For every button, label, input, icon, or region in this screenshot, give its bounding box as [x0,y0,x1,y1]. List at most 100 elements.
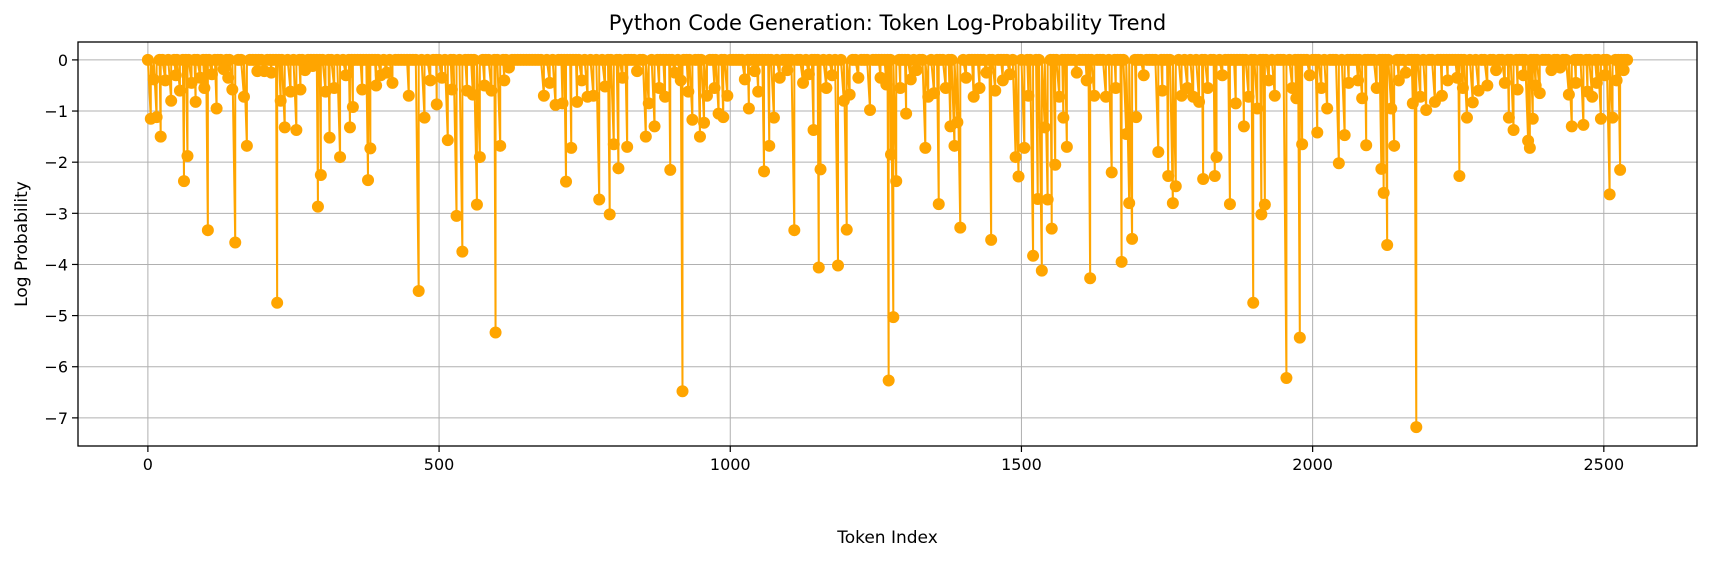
data-point [1586,90,1599,103]
data-point [603,208,616,221]
data-point [1565,120,1578,133]
data-point [1162,169,1175,182]
axis-ticks: 0 500 1000 1500 2000 2500 0 −1 −2 −3 −4 −5 −6 −7 [44,51,1624,474]
data-point [169,69,182,82]
data-point [210,102,223,115]
data-point [1375,162,1388,175]
data-point [1356,92,1369,105]
data-point [1022,89,1035,102]
data-point [928,87,941,100]
data-point [1105,166,1118,179]
data-point [543,76,556,89]
data-point [456,245,469,258]
data-point [571,95,584,108]
data-point [1152,145,1165,158]
data-point [445,83,458,96]
data-point [290,123,303,136]
data-point [1399,66,1412,79]
data-point [1456,82,1469,95]
data-point [284,85,297,98]
data-point [386,76,399,89]
data-point [1290,92,1303,105]
data-point [642,97,655,110]
data-point [1009,151,1022,164]
data-point [1441,74,1454,87]
data-point [311,200,324,213]
data-point [294,83,307,96]
data-point [165,94,178,107]
data-point [1166,197,1179,210]
data-point [185,76,198,89]
data-point [954,221,967,234]
data-point [205,68,218,81]
series-log-probability [141,53,1634,434]
data-point [223,53,236,66]
data-point [686,113,699,126]
data-point [919,141,932,154]
data-point [864,104,877,117]
data-point [1247,296,1260,309]
data-point [1237,120,1250,133]
data-point [708,82,721,95]
data-point [1041,193,1054,206]
data-point [639,130,652,143]
y-tick-label: −6 [44,358,68,377]
data-point [1338,129,1351,142]
x-tick-label: 0 [143,455,153,474]
data-point [807,123,820,136]
data-point [237,90,250,103]
data-point [201,224,214,237]
data-point [884,53,897,66]
data-point [742,102,755,115]
data-point [1388,139,1401,152]
data-point [226,83,239,96]
data-point [700,89,713,102]
data-point [1315,82,1328,95]
data-point [1012,170,1025,183]
y-axis-label: Log Probability [12,181,32,307]
data-point [441,134,454,147]
data-point [485,84,498,97]
data-point [198,82,211,95]
plot-frame [77,41,1698,447]
data-point [494,139,507,152]
data-point [1511,83,1524,96]
data-point [1523,141,1536,154]
data-point [781,64,794,77]
data-point [1115,255,1128,268]
data-point [1569,76,1582,89]
data-point [1031,192,1044,205]
data-point [1084,272,1097,285]
data-point [1286,82,1299,95]
data-point [621,140,634,153]
data-point [328,82,341,95]
data-point [1181,82,1194,95]
data-point [721,89,734,102]
data-point [932,198,945,211]
data-point [1003,68,1016,81]
data-point [1594,112,1607,125]
data-point [450,209,463,222]
y-tick-label: −1 [44,102,68,121]
data-point [314,168,327,181]
data-point [882,374,895,387]
data-point [1018,141,1031,154]
data-point [695,53,708,66]
data-point [1410,421,1423,434]
y-tick-label: −3 [44,204,68,223]
data-point [412,285,425,298]
data-point [1420,104,1433,117]
data-point [1293,331,1306,344]
data-point [1370,82,1383,95]
data-point [631,65,644,78]
data-point [1296,138,1309,151]
data-point [424,74,437,87]
y-tick-label: −2 [44,153,68,172]
x-axis-label: Token Index [836,528,938,548]
data-point [664,163,677,176]
data-point [1606,111,1619,124]
data-point [653,82,666,95]
data-point [1137,69,1150,82]
data-point [1268,89,1281,102]
data-point [468,53,481,66]
